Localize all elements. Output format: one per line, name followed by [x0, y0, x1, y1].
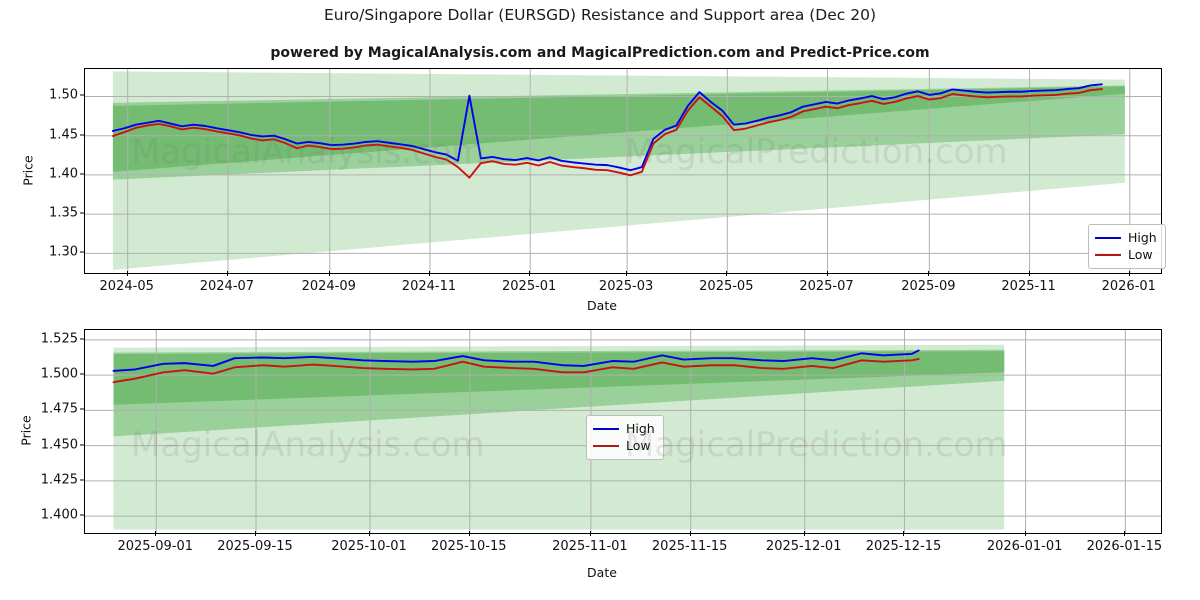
ytick-label: 1.425	[40, 472, 78, 488]
xtick-label: 2025-11-15	[651, 539, 728, 554]
xtick-mark	[803, 531, 805, 536]
inner-band	[112, 86, 1125, 172]
xtick-label: 2026-01-15	[1086, 539, 1163, 554]
top-chart-canvas	[85, 69, 1161, 273]
xtick-mark	[226, 271, 228, 276]
ytick-label: 1.50	[49, 87, 78, 103]
page-title: Euro/Singapore Dollar (EURSGD) Resistanc…	[324, 6, 876, 24]
xtick-mark	[626, 271, 628, 276]
xtick-mark	[826, 271, 828, 276]
ytick-mark	[80, 212, 85, 214]
inner-band	[113, 351, 1005, 405]
ytick-label: 1.500	[40, 366, 78, 382]
legend-label-low: Low	[626, 438, 651, 453]
ytick-mark	[80, 408, 85, 410]
xtick-mark	[468, 531, 470, 536]
xtick-label: 2024-09	[301, 279, 356, 294]
xtick-label: 2025-03	[598, 279, 654, 294]
ytick-label: 1.400	[40, 507, 78, 523]
ytick-mark	[80, 134, 85, 136]
legend-item-high: High	[1095, 229, 1157, 246]
xtick-label: 2025-09-15	[217, 539, 293, 554]
xtick-mark	[726, 271, 728, 276]
ytick-mark	[80, 173, 85, 175]
ytick-mark	[80, 373, 85, 375]
xtick-label: 2024-07	[199, 279, 255, 294]
ytick-mark	[80, 444, 85, 446]
ytick-mark	[80, 94, 85, 96]
legend-label-high: High	[1128, 230, 1157, 245]
xtick-label: 2025-07	[799, 279, 854, 294]
legend-label-low: Low	[1128, 247, 1153, 262]
xtick-mark	[928, 271, 930, 276]
ytick-label: 1.525	[40, 331, 78, 347]
top-chart-ylabel: Price	[20, 155, 36, 186]
series-line-high	[112, 349, 920, 372]
xtick-mark	[1028, 271, 1030, 276]
bottom-chart-ylabel: Price	[18, 415, 34, 446]
legend-label-high: High	[626, 421, 655, 436]
legend-swatch-low	[593, 444, 619, 447]
xtick-mark	[328, 271, 330, 276]
series-line-low	[112, 357, 920, 384]
xtick-label: 2026-01-01	[986, 539, 1063, 554]
xtick-label: 2025-11-01	[552, 539, 628, 554]
xtick-label: 2025-09	[901, 279, 956, 294]
legend-swatch-high	[593, 427, 619, 430]
ytick-label: 1.45	[49, 127, 78, 143]
xtick-mark	[529, 271, 531, 276]
ytick-mark	[80, 251, 85, 253]
xtick-mark	[689, 531, 691, 536]
xtick-label: 2024-11	[401, 279, 457, 294]
xtick-mark	[155, 531, 157, 536]
series-line-high	[111, 83, 1103, 172]
xtick-mark	[1128, 271, 1130, 276]
xtick-mark	[589, 531, 591, 536]
ytick-mark	[80, 479, 85, 481]
legend-item-low: Low	[593, 437, 655, 454]
xtick-label: 2025-05	[699, 279, 754, 294]
legend-swatch-high	[1095, 236, 1121, 239]
xtick-mark	[255, 531, 257, 536]
top-chart-panel: Price 1.30 1.35 1.40 1.45 1.50 2024-05 2024-0…	[20, 68, 1166, 313]
xtick-label: 2025-10-15	[431, 539, 507, 554]
xtick-mark	[369, 531, 371, 536]
series-line-low	[111, 88, 1103, 179]
legend-item-high: High	[593, 420, 655, 437]
xtick-label: 2025-11	[1001, 279, 1056, 294]
top-chart-legend: High Low	[1088, 224, 1166, 269]
ytick-label: 1.40	[49, 166, 78, 182]
bottom-chart-canvas	[85, 330, 1161, 533]
top-chart-plot-area	[84, 68, 1162, 274]
xtick-label: 2024-05	[99, 279, 154, 294]
xtick-label: 2025-01	[502, 279, 557, 294]
xtick-label: 2025-12-15	[865, 539, 942, 554]
xtick-label: 2026-01	[1101, 279, 1156, 294]
xtick-mark	[1024, 531, 1026, 536]
bottom-chart-xlabel: Date	[587, 565, 617, 580]
xtick-label: 2025-10-01	[331, 539, 407, 554]
ytick-label: 1.30	[49, 244, 78, 260]
legend-item-low: Low	[1095, 246, 1157, 263]
ytick-label: 1.35	[49, 205, 78, 221]
ytick-mark	[80, 514, 85, 516]
xtick-mark	[126, 271, 128, 276]
bottom-chart-legend: High Low	[586, 415, 664, 460]
xtick-mark	[1124, 531, 1126, 536]
xtick-mark	[428, 271, 430, 276]
xtick-label: 2025-09-01	[117, 539, 194, 554]
ytick-mark	[80, 338, 85, 340]
xtick-label: 2025-12-01	[765, 539, 842, 554]
bottom-chart-panel: Price 1.400 1.425 1.450 1.475 1.500 1.525 202…	[0, 310, 1200, 600]
legend-swatch-low	[1095, 253, 1121, 256]
xtick-mark	[903, 531, 905, 536]
page-subtitle: powered by MagicalAnalysis.com and Magic…	[270, 45, 930, 61]
top-chart-xlabel: Date	[587, 298, 617, 313]
ytick-label: 1.450	[40, 437, 78, 453]
ytick-label: 1.475	[40, 401, 78, 417]
